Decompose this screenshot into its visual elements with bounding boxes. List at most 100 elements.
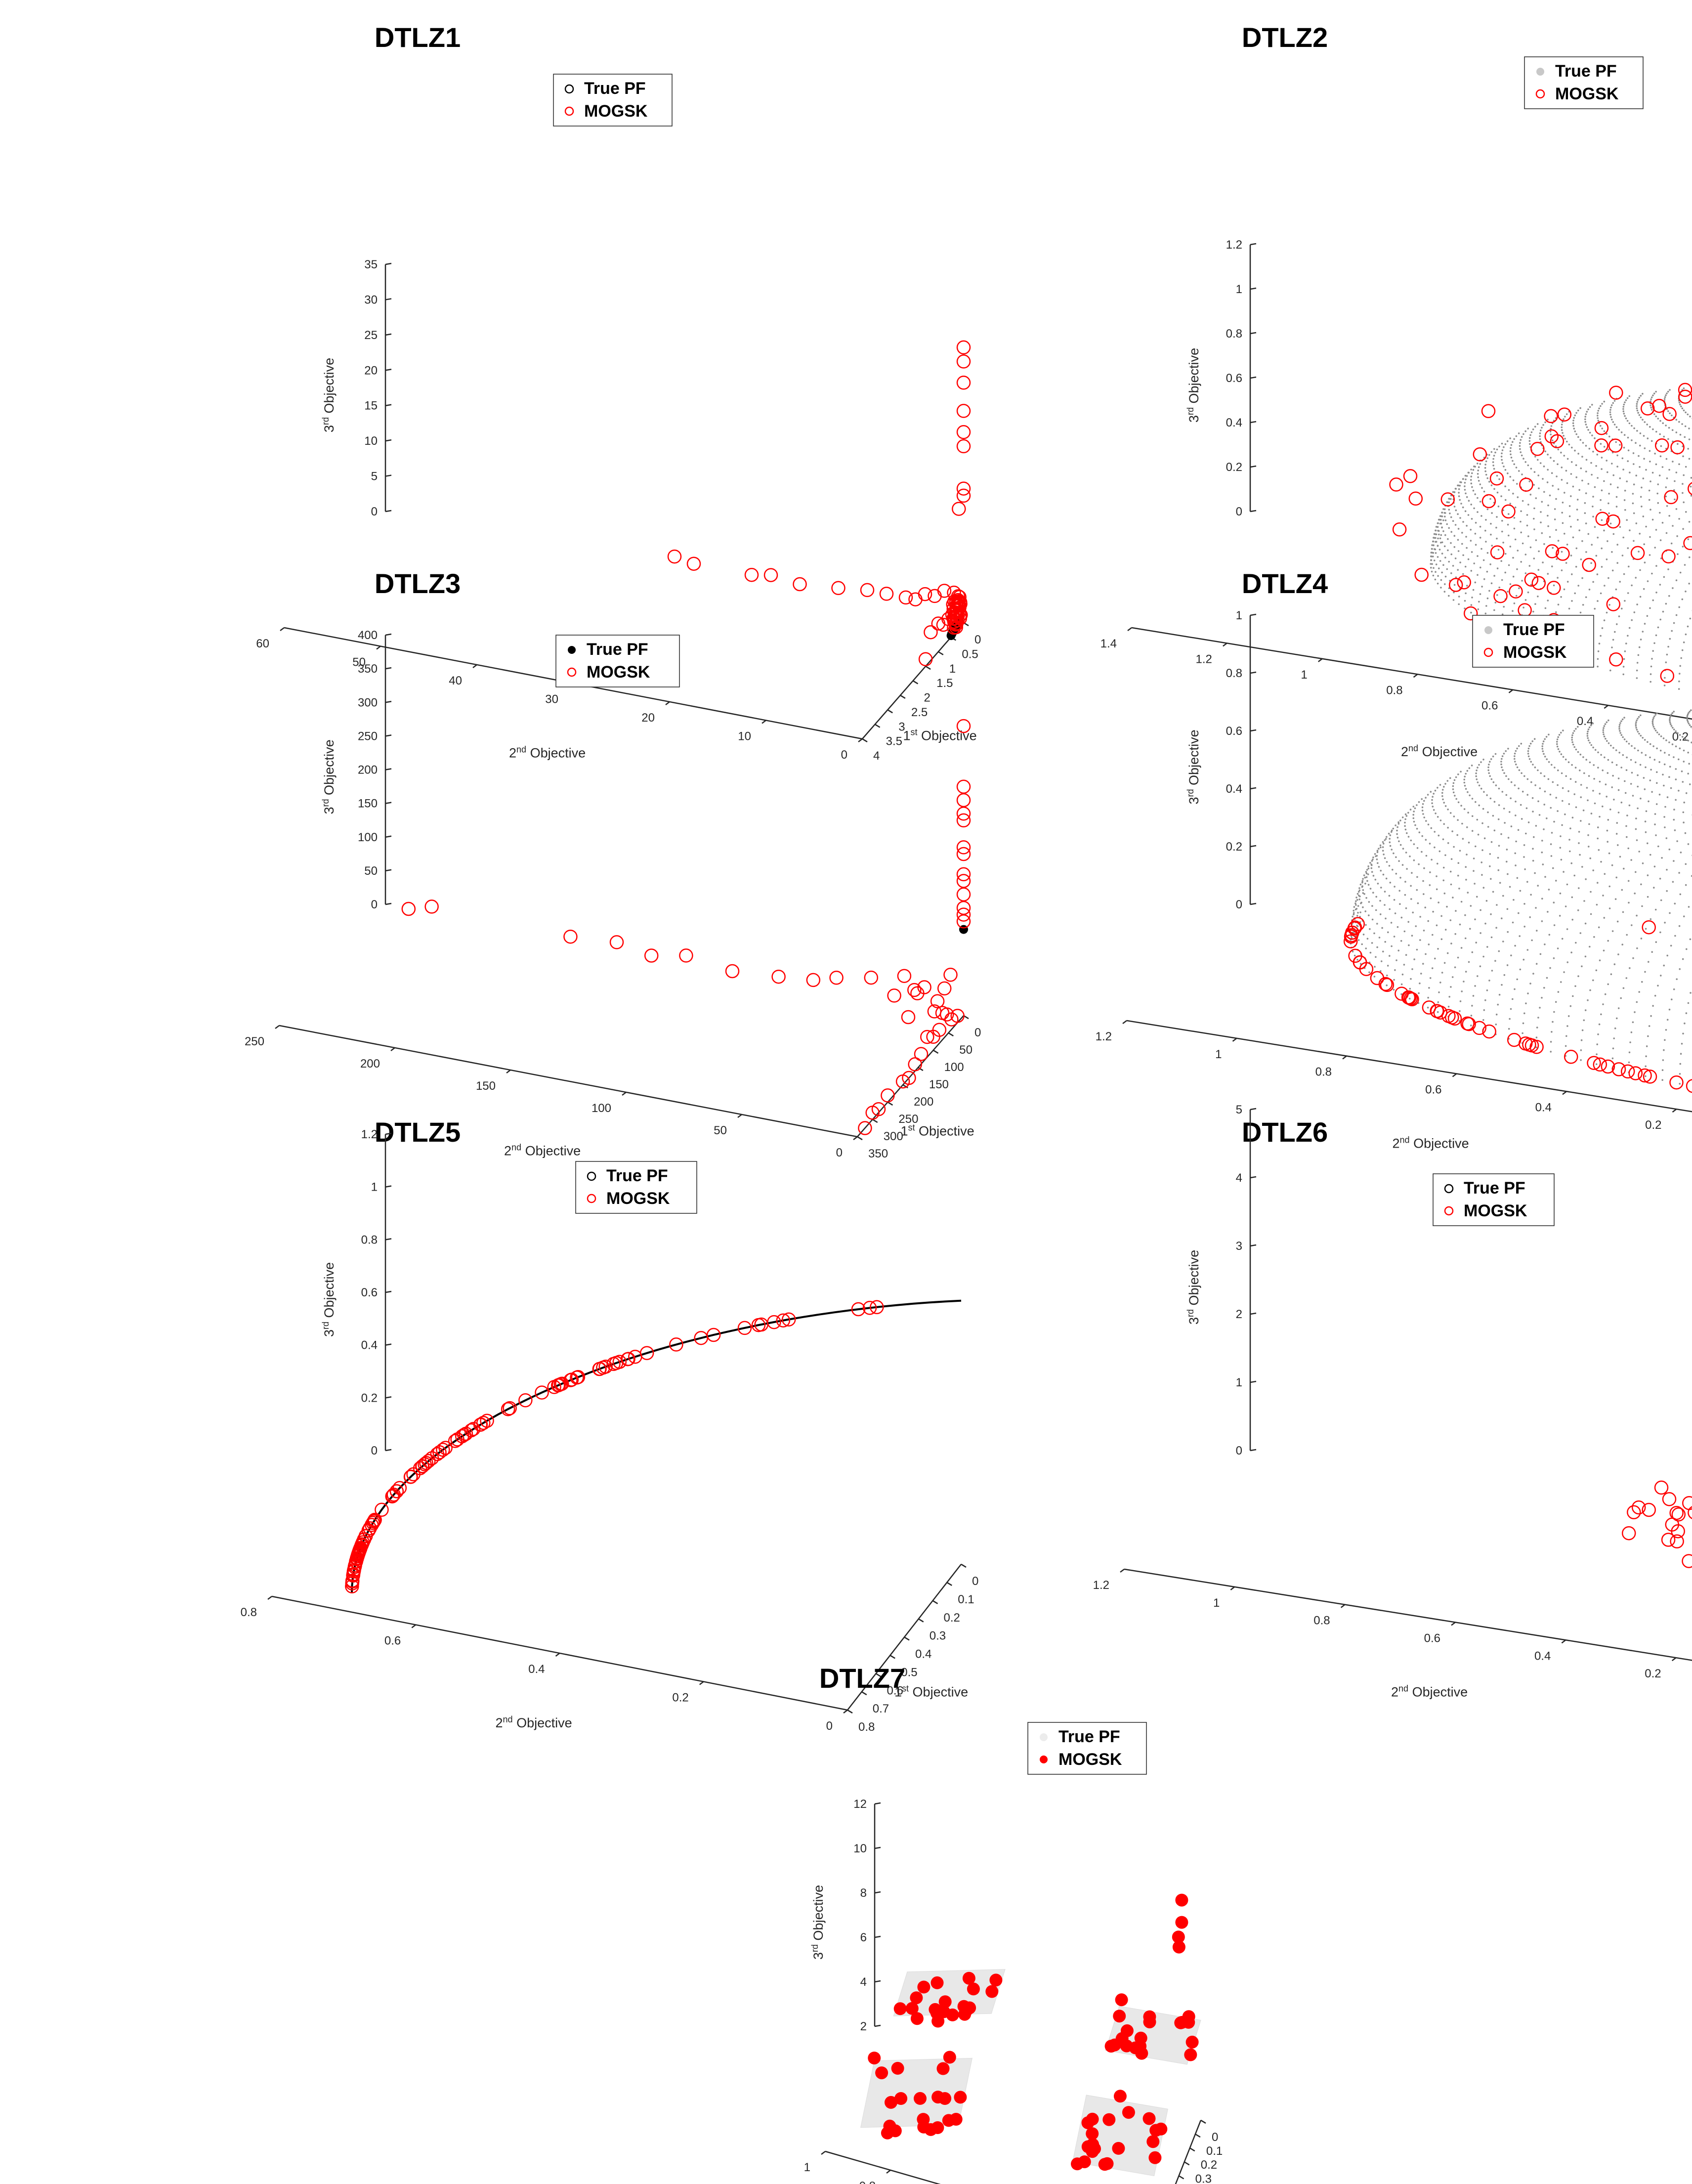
true-pf-surface-dot	[1431, 548, 1433, 550]
true-pf-surface-dot	[1570, 862, 1572, 864]
mogsk-point	[1414, 567, 1429, 582]
x-tick	[900, 694, 906, 699]
y-axis-label-superscript: nd	[1408, 743, 1418, 753]
true-pf-surface-dot	[1514, 758, 1516, 760]
true-pf-surface-dot	[1493, 455, 1495, 457]
true-pf-surface-dot	[1493, 575, 1495, 577]
true-pf-surface-dot	[1682, 781, 1684, 783]
x-tick	[925, 666, 931, 670]
mogsk-point	[793, 577, 807, 592]
true-pf-surface-dot	[1625, 399, 1627, 401]
true-pf-surface-dot	[1594, 802, 1596, 805]
x-axis-label: 1st Objective	[901, 1123, 974, 1139]
y-axis-label: 2nd Objective	[1401, 743, 1478, 759]
true-pf-surface-dot	[1653, 865, 1656, 868]
true-pf-surface-dot	[1621, 943, 1623, 945]
true-pf-surface-dot	[1501, 519, 1503, 522]
true-pf-surface-dot	[1475, 775, 1477, 777]
true-pf-surface-dot	[1422, 813, 1424, 815]
true-pf-surface-dot	[1678, 872, 1680, 874]
true-pf-surface-dot	[1636, 405, 1638, 407]
true-pf-surface-dot	[1481, 874, 1483, 876]
true-pf-surface-dot	[1571, 739, 1573, 741]
true-pf-surface-dot	[1520, 804, 1522, 806]
true-pf-surface-dot	[1376, 850, 1379, 852]
true-pf-surface-dot	[1386, 836, 1388, 838]
z-axis-label-superscript: rd	[1185, 407, 1195, 415]
true-pf-surface-dot	[1669, 412, 1671, 414]
mogsk-point	[956, 813, 971, 828]
x-tick	[948, 1032, 954, 1037]
legend-mogsk-marker	[1535, 89, 1545, 99]
true-pf-surface-dot	[1678, 518, 1680, 520]
true-pf-surface-dot	[1600, 425, 1602, 427]
true-pf-surface-dot	[1573, 793, 1575, 795]
true-pf-surface-dot	[1397, 821, 1399, 823]
true-pf-surface-dot	[1562, 756, 1565, 758]
true-pf-surface-dot	[1575, 547, 1578, 550]
true-pf-surface-dot	[1579, 932, 1582, 934]
true-pf-surface-dot	[1668, 595, 1670, 597]
true-pf-surface-dot	[1649, 607, 1651, 609]
true-pf-surface-dot	[1484, 470, 1486, 472]
true-pf-surface-dot	[1501, 613, 1504, 615]
true-pf-surface-dot	[1660, 899, 1662, 901]
true-pf-surface-dot	[1670, 787, 1672, 789]
true-pf-surface-dot	[1678, 421, 1680, 423]
true-pf-surface-dot	[1571, 919, 1573, 921]
true-pf-surface-dot	[1353, 912, 1355, 914]
true-pf-surface-dot	[1598, 407, 1600, 410]
true-pf-surface-dot	[1532, 848, 1534, 850]
true-pf-surface-dot	[1515, 864, 1517, 866]
true-pf-surface-dot	[1598, 1023, 1601, 1026]
true-pf-surface-dot	[1471, 798, 1474, 800]
true-pf-surface-dot	[1616, 623, 1618, 625]
true-pf-surface-dot	[1622, 536, 1624, 539]
true-pf-surface-dot	[1542, 863, 1544, 865]
true-pf-surface-dot	[1513, 602, 1516, 604]
true-pf-surface-dot	[1651, 720, 1654, 723]
mogsk-point	[1403, 469, 1418, 483]
true-pf-surface-dot	[1466, 496, 1468, 498]
true-pf-surface-dot	[1435, 526, 1438, 528]
true-pf-surface-dot	[1389, 834, 1392, 836]
y-tick	[1317, 658, 1323, 662]
true-pf-surface-dot	[1610, 416, 1612, 418]
true-pf-surface-dot	[1353, 913, 1355, 916]
true-pf-surface-dot	[1676, 535, 1678, 537]
true-pf-surface-dot	[1541, 532, 1543, 534]
true-pf-surface-dot	[1664, 826, 1666, 828]
true-pf-surface-dot	[1690, 477, 1692, 479]
true-pf-surface-dot	[1685, 863, 1687, 865]
true-pf-surface-dot	[1365, 872, 1368, 875]
true-pf-surface-dot	[1639, 533, 1641, 535]
true-pf-surface-dot	[1454, 524, 1457, 526]
y-tick	[275, 1025, 280, 1029]
true-pf-surface-dot	[1611, 930, 1614, 932]
true-pf-surface-dot	[1681, 770, 1683, 772]
true-pf-surface-dot	[1441, 526, 1443, 529]
true-pf-surface-dot	[1684, 737, 1687, 740]
true-pf-surface-dot	[1535, 539, 1537, 541]
true-pf-surface-dot	[1572, 485, 1574, 488]
true-pf-surface-dot	[1366, 938, 1369, 940]
true-pf-surface-dot	[1578, 489, 1580, 491]
true-pf-surface-dot	[1470, 1025, 1472, 1027]
true-pf-surface-dot	[1633, 611, 1636, 613]
true-pf-surface-dot	[1667, 568, 1669, 570]
true-pf-surface-dot	[1651, 722, 1654, 724]
mogsk-point	[1473, 447, 1487, 462]
true-pf-surface-dot	[1683, 915, 1685, 917]
true-pf-surface-dot	[1468, 500, 1470, 502]
true-pf-surface-dot	[1555, 445, 1557, 447]
mogsk-point	[1609, 652, 1623, 667]
true-pf-surface-dot	[1597, 826, 1599, 828]
true-pf-surface-dot	[1493, 609, 1495, 611]
true-pf-surface-dot	[1648, 800, 1650, 803]
true-pf-surface-dot	[1496, 491, 1499, 494]
true-pf-surface-dot	[1492, 461, 1494, 463]
true-pf-surface-dot	[1562, 729, 1564, 731]
true-pf-surface-dot	[1492, 814, 1494, 817]
true-pf-surface-dot	[1542, 561, 1544, 563]
z-tick-label: 100	[358, 831, 378, 844]
